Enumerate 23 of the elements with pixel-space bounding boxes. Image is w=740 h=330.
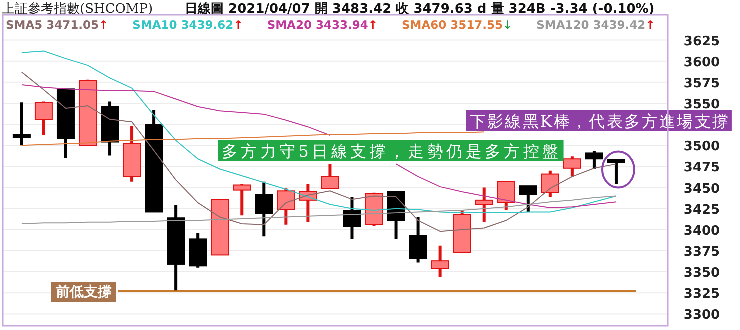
text: SMA60 3517.55↓ (402, 18, 513, 32)
y-tick-label: 3450 (684, 182, 720, 197)
y-tick-label: 3550 (684, 97, 720, 112)
y-tick-label: 3475 (684, 160, 720, 176)
y-tick-label: 3575 (684, 76, 720, 92)
y-tick-label: 3400 (684, 224, 720, 239)
text: SMA20 3433.94↑ (267, 18, 378, 32)
text: SMA5 3471.05↑ (6, 18, 109, 32)
chart-subtitle: 日線圖 2021/04/07 開 3483.42 收 3479.63 d 量 324B -3.34 (-0.10%) (185, 2, 655, 17)
y-tick-label: 3375 (684, 244, 720, 260)
y-tick-label: 3300 (684, 308, 720, 324)
text: SMA10 3439.62↑ (132, 18, 244, 32)
y-tick-label: 3350 (684, 266, 720, 282)
ref-line-label: 前低支撐 (55, 284, 112, 300)
annotation: 多方力守5日線支撐，走勢仍是多方控盤 (222, 142, 562, 161)
y-tick-label: 3600 (684, 55, 720, 70)
chart-title: 上証參考指數(SHCOMP) (2, 2, 154, 17)
candlestick (78, 80, 97, 146)
y-tick-label: 3425 (684, 202, 720, 218)
y-tick-label: 3325 (684, 287, 720, 302)
text: SMA120 3439.42↑ (536, 18, 656, 32)
y-tick-label: 3625 (684, 34, 720, 50)
y-tick-label: 3500 (684, 140, 720, 155)
